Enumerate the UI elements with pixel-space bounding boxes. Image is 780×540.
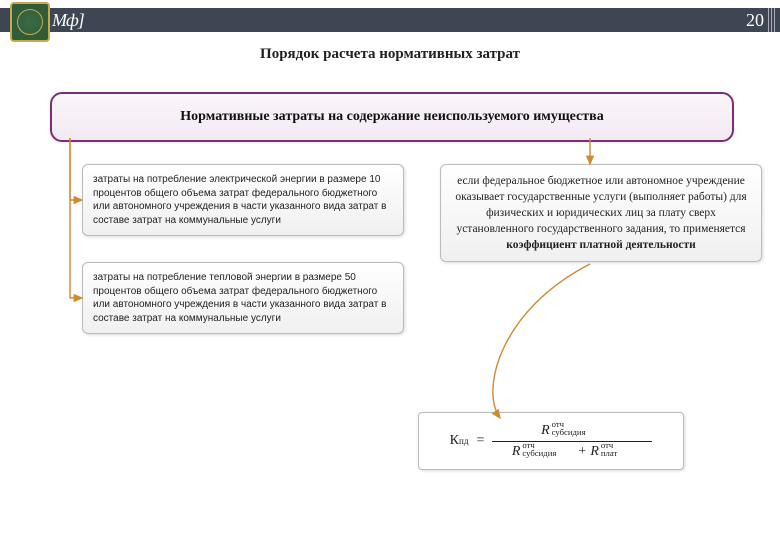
left-card-1: затраты на потребление тепловой энергии … bbox=[82, 262, 404, 334]
left-card-0: затраты на потребление электрической эне… bbox=[82, 164, 404, 236]
right-card-text: если федеральное бюджетное или автономно… bbox=[455, 175, 746, 235]
page-title: Порядок расчета нормативных затрат bbox=[0, 46, 780, 63]
right-card-bold: коэффициент платной деятельности bbox=[506, 239, 696, 251]
main-concept-box: Нормативные затраты на содержание неиспо… bbox=[50, 92, 734, 142]
formula-fraction: RотчсубсидияRотчсубсидия+ Rотчплат bbox=[492, 423, 652, 460]
logo-inner bbox=[17, 9, 43, 35]
logo-badge bbox=[10, 2, 50, 42]
header-stripes bbox=[768, 8, 776, 32]
formula-lhs: Кпд= bbox=[450, 433, 493, 449]
formula-box: Кпд=RотчсубсидияRотчсубсидия+ Rотчплат bbox=[418, 412, 684, 470]
header-bar: Мф] 20 bbox=[0, 8, 780, 32]
right-card: если федеральное бюджетное или автономно… bbox=[440, 164, 762, 262]
brand-text: Мф] bbox=[52, 10, 84, 31]
page-number: 20 bbox=[746, 10, 764, 31]
main-concept-text: Нормативные затраты на содержание неиспо… bbox=[180, 109, 603, 125]
